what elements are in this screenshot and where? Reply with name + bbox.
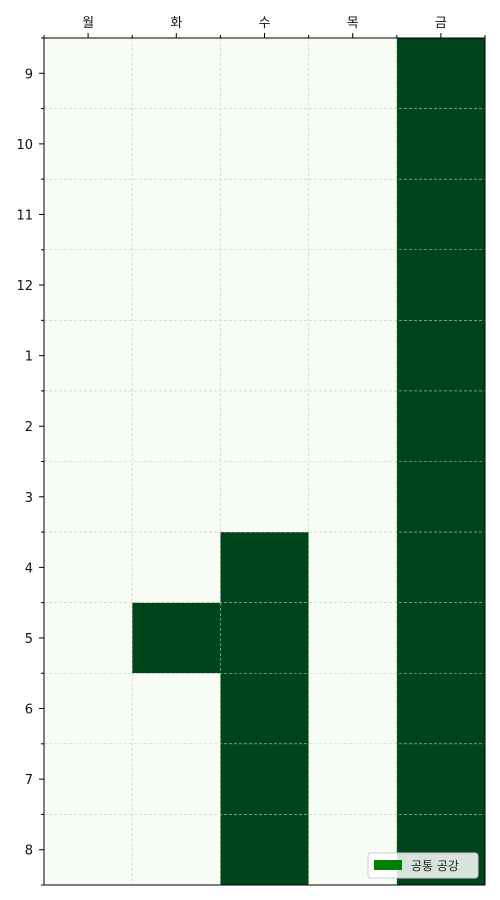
heatmap-cell-free bbox=[132, 602, 221, 674]
heatmap-cell-empty bbox=[308, 390, 398, 462]
heatmap-cell-free bbox=[396, 320, 486, 392]
heatmap-cell-empty bbox=[132, 743, 221, 815]
heatmap-cell-empty bbox=[44, 461, 133, 533]
heatmap-cell-free bbox=[396, 673, 486, 745]
heatmap-cell-free bbox=[396, 390, 486, 462]
heatmap-cell-free bbox=[220, 602, 310, 674]
heatmap-cell-empty bbox=[132, 461, 221, 533]
x-tick-label: 화 bbox=[170, 16, 182, 31]
heatmap-cell-empty bbox=[308, 743, 398, 815]
x-tick-label: 수 bbox=[259, 16, 271, 31]
heatmap-cell-empty bbox=[308, 108, 398, 180]
x-tick-label: 월 bbox=[82, 16, 94, 31]
heatmap-cell-empty bbox=[132, 249, 221, 321]
heatmap-cell-free bbox=[396, 602, 486, 674]
y-tick-label: 3 bbox=[25, 491, 33, 506]
y-tick-label: 4 bbox=[25, 561, 33, 576]
heatmap-cell-empty bbox=[220, 320, 310, 392]
heatmap-cell-empty bbox=[308, 249, 398, 321]
heatmap-cell-empty bbox=[220, 461, 310, 533]
y-tick-label: 11 bbox=[16, 208, 33, 223]
heatmap-cell-empty bbox=[44, 602, 133, 674]
heatmap-cell-empty bbox=[44, 108, 133, 180]
heatmap-cell-empty bbox=[44, 743, 133, 815]
heatmap-cell-empty bbox=[308, 602, 398, 674]
x-tick-label: 목 bbox=[347, 16, 359, 31]
heatmap-cell-empty bbox=[44, 320, 133, 392]
heatmap-cell-empty bbox=[44, 673, 133, 745]
y-tick-label: 9 bbox=[25, 67, 33, 82]
heatmap-cell-empty bbox=[132, 108, 221, 180]
heatmap-cell-empty bbox=[132, 179, 221, 251]
heatmap-cell-empty bbox=[44, 179, 133, 251]
y-tick-label: 2 bbox=[25, 420, 33, 435]
legend-swatch bbox=[374, 860, 402, 870]
heatmap-cell-empty bbox=[220, 108, 310, 180]
heatmap-cell-empty bbox=[220, 179, 310, 251]
heatmap-cell-empty bbox=[132, 673, 221, 745]
heatmap-cell-empty bbox=[44, 38, 133, 110]
heatmap-cell-empty bbox=[132, 532, 221, 604]
legend-label: 공통 공강 bbox=[411, 859, 459, 873]
y-tick-label: 10 bbox=[16, 138, 33, 153]
heatmap-cell-empty bbox=[220, 38, 310, 110]
y-tick-label: 12 bbox=[16, 279, 33, 294]
heatmap-cell-empty bbox=[308, 38, 398, 110]
y-tick-label: 7 bbox=[25, 773, 33, 788]
heatmap-cell-empty bbox=[132, 390, 221, 462]
heatmap-cell-free bbox=[396, 743, 486, 815]
heatmap-cell-free bbox=[220, 532, 310, 604]
x-tick-label: 금 bbox=[435, 16, 447, 31]
heatmap-cell-empty bbox=[308, 179, 398, 251]
heatmap-cell-empty bbox=[308, 320, 398, 392]
legend: 공통 공강 bbox=[367, 852, 479, 879]
heatmap-cell-free bbox=[220, 743, 310, 815]
heatmap-cell-free bbox=[396, 108, 486, 180]
heatmap-cell-empty bbox=[308, 673, 398, 745]
heatmap-cell-empty bbox=[132, 814, 221, 886]
y-tick-label: 1 bbox=[25, 350, 33, 365]
y-tick-label: 8 bbox=[25, 844, 33, 859]
heatmap-cell-empty bbox=[44, 814, 133, 886]
heatmap-cell-free bbox=[396, 249, 486, 321]
heatmap-cell-free bbox=[220, 673, 310, 745]
legend-box bbox=[367, 852, 479, 879]
heatmap-cell-free bbox=[220, 814, 310, 886]
y-tick-label: 5 bbox=[25, 632, 33, 647]
heatmap-cell-empty bbox=[44, 249, 133, 321]
heatmap-cell-free bbox=[396, 532, 486, 604]
heatmap-cell-empty bbox=[132, 320, 221, 392]
heatmap-cell-free bbox=[396, 461, 486, 533]
y-tick-label: 6 bbox=[25, 703, 33, 718]
heatmap-cell-free bbox=[396, 38, 486, 110]
heatmap-cell-empty bbox=[44, 532, 133, 604]
heatmap-cell-empty bbox=[44, 390, 133, 462]
heatmap-cell-empty bbox=[308, 532, 398, 604]
heatmap-cell-empty bbox=[132, 38, 221, 110]
grid-lines bbox=[44, 38, 485, 885]
heatmap-cell-free bbox=[396, 179, 486, 251]
heatmap-cell-empty bbox=[220, 390, 310, 462]
heatmap-cell-empty bbox=[220, 249, 310, 321]
heatmap-cell-empty bbox=[308, 461, 398, 533]
